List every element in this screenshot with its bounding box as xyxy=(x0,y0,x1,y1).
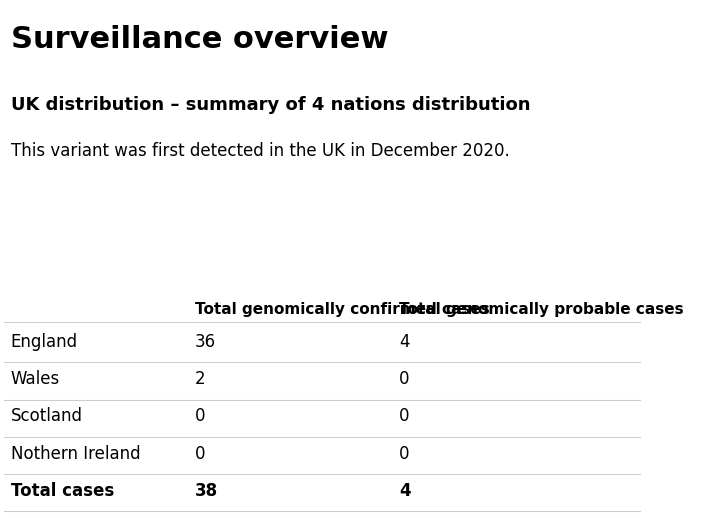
Text: Total genomically confirmed cases: Total genomically confirmed cases xyxy=(195,303,490,318)
Text: 0: 0 xyxy=(398,444,409,463)
Text: 38: 38 xyxy=(195,482,218,500)
Text: Wales: Wales xyxy=(11,370,60,388)
Text: 2: 2 xyxy=(195,370,206,388)
Text: UK distribution – summary of 4 nations distribution: UK distribution – summary of 4 nations d… xyxy=(11,96,530,114)
Text: England: England xyxy=(11,333,78,351)
Text: Surveillance overview: Surveillance overview xyxy=(11,24,388,53)
Text: Scotland: Scotland xyxy=(11,407,83,425)
Text: 36: 36 xyxy=(195,333,216,351)
Text: This variant was first detected in the UK in December 2020.: This variant was first detected in the U… xyxy=(11,142,509,160)
Text: 0: 0 xyxy=(195,444,205,463)
Text: 4: 4 xyxy=(398,482,411,500)
Text: 0: 0 xyxy=(398,407,409,425)
Text: Total genomically probable cases: Total genomically probable cases xyxy=(398,303,684,318)
Text: 0: 0 xyxy=(398,370,409,388)
Text: Total cases: Total cases xyxy=(11,482,113,500)
Text: 4: 4 xyxy=(398,333,409,351)
Text: Nothern Ireland: Nothern Ireland xyxy=(11,444,140,463)
Text: 0: 0 xyxy=(195,407,205,425)
